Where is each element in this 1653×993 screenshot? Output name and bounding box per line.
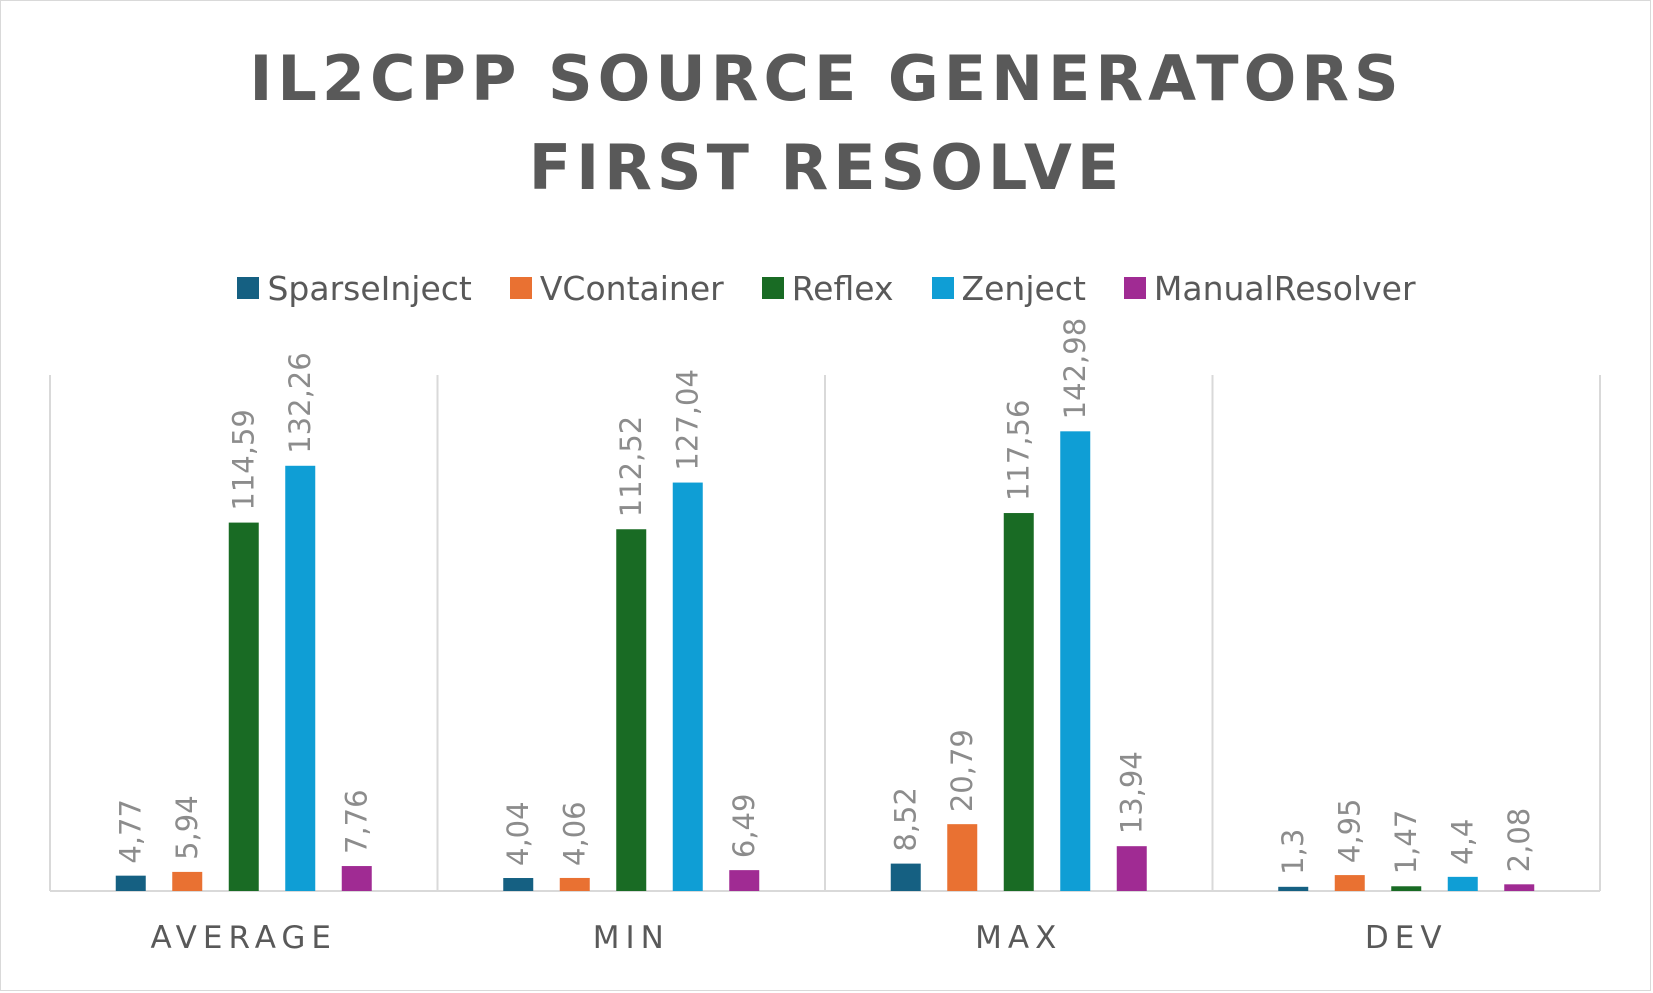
bar-sparseinject-min <box>503 878 534 891</box>
data-label-vcontainer-average: 5,94 <box>170 795 204 860</box>
legend-label-manualresolver: ManualResolver <box>1153 268 1416 308</box>
category-label-min: MIN <box>593 920 670 956</box>
data-label-vcontainer-dev: 4,95 <box>1333 799 1367 864</box>
data-label-zenject-max: 142,98 <box>1058 318 1092 419</box>
legend-swatch-reflex <box>761 277 784 299</box>
data-label-vcontainer-max: 20,79 <box>945 729 979 812</box>
legend-label-reflex: Reflex <box>791 268 894 308</box>
bar-manualresolver-dev <box>1504 884 1535 891</box>
data-label-sparseinject-dev: 1,3 <box>1276 829 1310 875</box>
legend-item-sparseinject: SparseInject <box>237 268 472 308</box>
data-label-sparseinject-average: 4,77 <box>114 799 148 864</box>
bar-zenject-dev <box>1447 876 1478 891</box>
bar-manualresolver-min <box>729 870 760 891</box>
bar-zenject-max <box>1060 431 1091 891</box>
bar-zenject-average <box>285 465 316 891</box>
chart-legend: SparseInject VContainer Reflex Zenject M… <box>0 266 1653 310</box>
bar-reflex-dev <box>1391 886 1422 891</box>
legend-swatch-vcontainer <box>509 277 532 299</box>
data-label-zenject-average: 132,26 <box>283 352 317 453</box>
data-label-sparseinject-min: 4,04 <box>501 801 535 866</box>
legend-label-sparseinject: SparseInject <box>267 268 472 308</box>
data-label-manualresolver-max: 13,94 <box>1115 751 1149 834</box>
bar-reflex-average <box>228 522 259 891</box>
data-label-reflex-min: 112,52 <box>614 416 648 517</box>
data-label-reflex-dev: 1,47 <box>1389 810 1423 875</box>
legend-swatch-manualresolver <box>1123 277 1146 299</box>
legend-swatch-sparseinject <box>237 277 260 299</box>
data-label-reflex-max: 117,56 <box>1002 400 1036 501</box>
bar-manualresolver-average <box>341 866 372 891</box>
bar-vcontainer-max <box>947 824 978 891</box>
data-label-manualresolver-average: 7,76 <box>340 789 374 854</box>
category-label-average: AVERAGE <box>150 920 337 956</box>
bar-sparseinject-dev <box>1278 886 1309 891</box>
data-label-manualresolver-dev: 2,08 <box>1502 808 1536 873</box>
data-label-manualresolver-min: 6,49 <box>727 794 761 859</box>
data-label-sparseinject-max: 8,52 <box>889 787 923 852</box>
legend-label-vcontainer: VContainer <box>539 268 724 308</box>
bar-reflex-min <box>616 529 647 891</box>
data-label-zenject-dev: 4,4 <box>1446 819 1480 865</box>
data-label-vcontainer-min: 4,06 <box>558 801 592 866</box>
category-label-max: MAX <box>975 920 1062 956</box>
chart-title-line-1: IL2CPP SOURCE GENERATORS <box>249 42 1404 115</box>
legend-item-vcontainer: VContainer <box>509 268 724 308</box>
bar-vcontainer-dev <box>1334 875 1365 891</box>
bar-vcontainer-average <box>172 871 203 891</box>
legend-item-reflex: Reflex <box>761 268 894 308</box>
bar-sparseinject-max <box>890 863 921 891</box>
bar-manualresolver-max <box>1116 846 1147 891</box>
legend-swatch-zenject <box>931 277 954 299</box>
chart-title-line-2: FIRST RESOLVE <box>528 131 1125 204</box>
data-label-zenject-min: 127,04 <box>671 369 705 470</box>
legend-item-manualresolver: ManualResolver <box>1123 268 1416 308</box>
bar-vcontainer-min <box>559 877 590 891</box>
bar-zenject-min <box>672 482 703 891</box>
data-label-reflex-average: 114,59 <box>227 409 261 510</box>
legend-item-zenject: Zenject <box>931 268 1086 308</box>
bar-sparseinject-average <box>115 875 146 891</box>
legend-label-zenject: Zenject <box>961 268 1086 308</box>
category-label-dev: DEV <box>1365 920 1448 956</box>
bar-reflex-max <box>1003 513 1034 891</box>
